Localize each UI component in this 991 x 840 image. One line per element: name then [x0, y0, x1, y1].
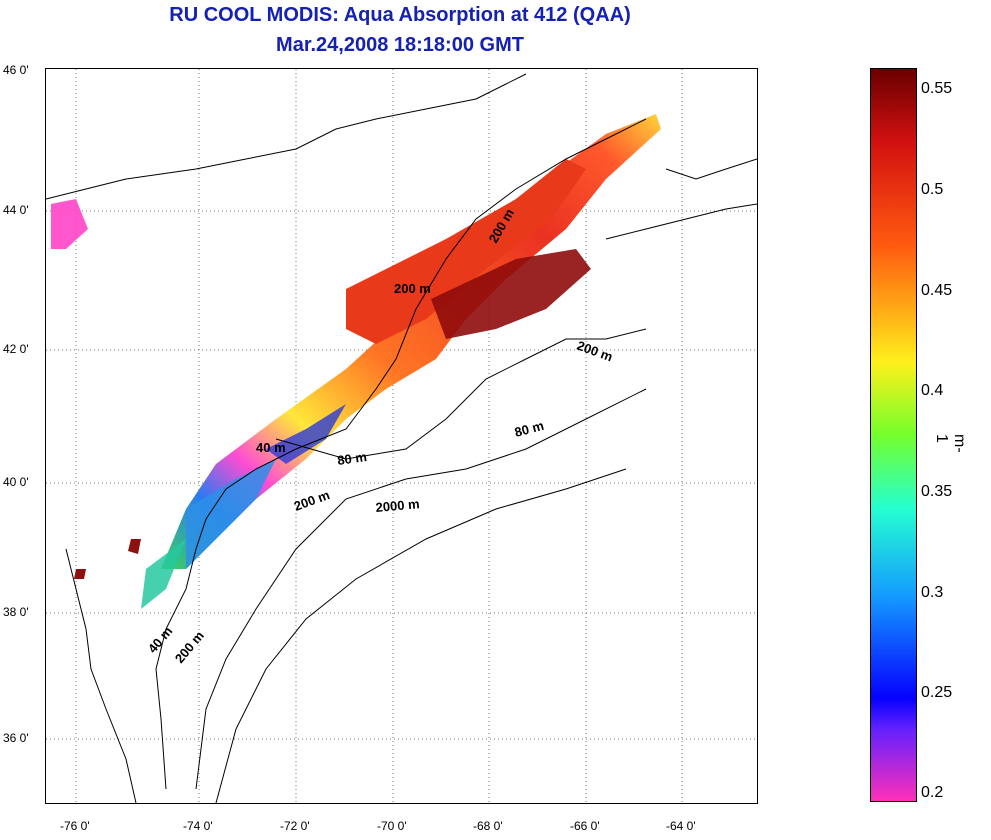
colorbar-tick-label: 0.4 — [921, 382, 944, 399]
contour-label: 200 m — [172, 628, 207, 666]
coastline — [46, 73, 757, 803]
lon-tick-label: -64 0' — [666, 819, 696, 833]
bathymetry-contours — [195, 328, 647, 803]
colorbar-tick-label: 0.35 — [921, 483, 953, 500]
contour-label: 80 m — [336, 449, 367, 468]
colorbar-tick-label: 0.2 — [921, 784, 944, 801]
lon-tick-label: -70 0' — [377, 819, 407, 833]
contour-label: 80 m — [513, 418, 546, 440]
colorbar-unit-label: m-1 — [933, 434, 968, 453]
colorbar-tick-label: 0.55 — [921, 80, 953, 97]
lat-tick-label: 42 0' — [3, 342, 29, 356]
lon-tick-labels: -76 0' -74 0' -72 0' -70 0' -68 0' -66 0… — [60, 819, 696, 833]
colorbar — [870, 68, 917, 802]
map-title: RU COOL MODIS: Aqua Absorption at 412 (Q… — [169, 4, 631, 26]
contour-label: 200 m — [575, 338, 615, 365]
lat-tick-label: 40 0' — [3, 475, 29, 489]
lon-tick-label: -68 0' — [473, 819, 503, 833]
colorbar-tick-label: 0.45 — [921, 282, 953, 299]
lon-tick-label: -74 0' — [183, 819, 213, 833]
lon-tick-label: -72 0' — [280, 819, 310, 833]
colorbar-tick-label: 0.5 — [921, 181, 944, 198]
contour-label: 40 m — [256, 440, 286, 455]
colorbar-tick-label: 0.3 — [921, 584, 944, 601]
contour-label: 2000 m — [375, 496, 420, 515]
lat-tick-labels: 46 0' 44 0' 42 0' 40 0' 38 0' 36 0' — [3, 63, 29, 745]
map-date-subtitle: Mar.24,2008 18:18:00 GMT — [276, 34, 524, 56]
contour-label: 200 m — [394, 281, 431, 296]
lat-tick-label: 46 0' — [3, 63, 29, 77]
map-panel: 200 m 200 m 200 m 80 m 80 m 40 m 200 m 2… — [45, 68, 758, 804]
colorbar-gradient — [871, 69, 916, 801]
map-canvas: 200 m 200 m 200 m 80 m 80 m 40 m 200 m 2… — [46, 69, 757, 803]
contour-label: 200 m — [292, 487, 332, 514]
absorption-swath — [51, 114, 661, 609]
lon-tick-label: -76 0' — [60, 819, 90, 833]
lat-tick-label: 36 0' — [3, 731, 29, 745]
lat-gridlines — [46, 210, 757, 740]
colorbar-tick-label: 0.25 — [921, 684, 953, 701]
lat-tick-label: 38 0' — [3, 605, 29, 619]
contour-label: 40 m — [145, 624, 176, 656]
lon-tick-label: -66 0' — [570, 819, 600, 833]
lat-tick-label: 44 0' — [3, 203, 29, 217]
